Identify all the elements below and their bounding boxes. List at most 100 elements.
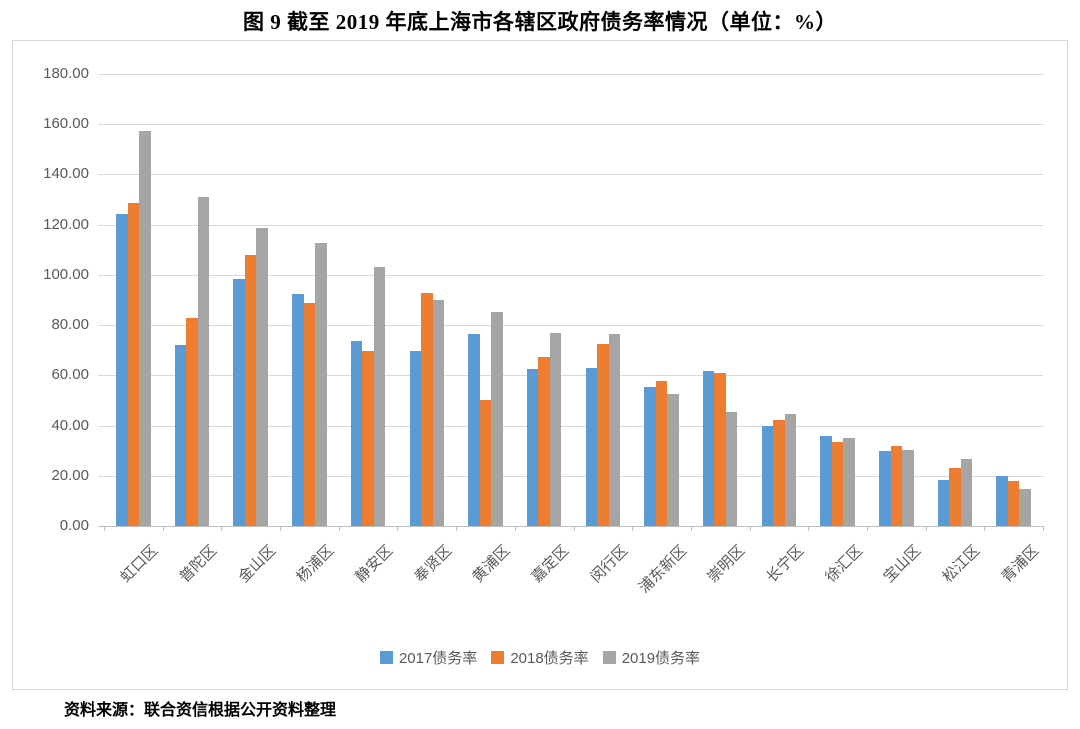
bar-2019债务率-虹口区 (139, 131, 151, 526)
bar-2017债务率-松江区 (937, 479, 950, 526)
bar-group-杨浦区 (280, 74, 339, 526)
bar-2019债务率-青浦区 (1019, 488, 1031, 526)
bar-group-浦东新区 (632, 74, 691, 526)
x-tick-mark (456, 526, 458, 531)
bar-2019债务率-浦东新区 (667, 394, 679, 526)
bar-2017债务率-崇明区 (702, 371, 715, 526)
bar-group-宝山区 (867, 74, 926, 526)
bar-2019债务率-崇明区 (725, 412, 738, 526)
y-tick-label: 80.00 (51, 316, 89, 334)
x-axis-label-青浦区: 青浦区 (997, 542, 1042, 586)
bar-2018债务率-闵行区 (597, 344, 609, 526)
bar-2017债务率-浦东新区 (644, 387, 656, 526)
legend-swatch-icon (491, 651, 505, 664)
bar-2017债务率-徐汇区 (820, 436, 832, 526)
bar-group-嘉定区 (515, 74, 574, 526)
bar-2018债务率-虹口区 (127, 202, 140, 526)
x-axis-label-长宁区: 长宁区 (763, 542, 808, 586)
gridline (98, 174, 1043, 176)
x-axis-label-杨浦区: 杨浦区 (293, 542, 338, 586)
bar-2017债务率-宝山区 (879, 451, 891, 526)
x-axis-label-浦东新区: 浦东新区 (635, 542, 690, 597)
bar-2017债务率-普陀区 (174, 345, 187, 526)
bar-2019债务率-金山区 (256, 227, 268, 526)
y-tick-label: 140.00 (43, 165, 89, 183)
gridline (98, 274, 1043, 276)
bar-2017债务率-闵行区 (585, 368, 598, 526)
y-tick-label: 40.00 (51, 416, 89, 434)
bar-2019债务率-松江区 (960, 458, 973, 526)
x-tick-mark (925, 526, 927, 531)
bar-2017债务率-虹口区 (116, 213, 128, 526)
bar-2019债务率-静安区 (373, 266, 386, 526)
bar-group-黄浦区 (456, 74, 515, 526)
x-tick-mark (866, 526, 868, 531)
x-tick-mark (632, 526, 634, 531)
bar-2017债务率-嘉定区 (526, 369, 539, 526)
bar-2018债务率-杨浦区 (303, 302, 316, 526)
y-tick-label: 180.00 (43, 65, 89, 82)
chart-frame: 180.00 160.00 140.00 120.00 100.00 80.00 60.00… (12, 40, 1068, 690)
bar-2018债务率-松江区 (949, 467, 961, 526)
x-axis-label-崇明区: 崇明区 (704, 542, 749, 586)
bar-2018债务率-崇明区 (714, 372, 726, 526)
bar-group-崇明区 (691, 74, 750, 526)
bar-groups (104, 74, 1043, 526)
x-tick-mark (749, 526, 751, 531)
x-axis-label-虹口区: 虹口区 (117, 542, 162, 586)
gridline (98, 74, 1043, 75)
legend-item-2018债务率: 2018债务率 (491, 647, 589, 668)
x-axis-label-闵行区: 闵行区 (587, 542, 631, 586)
x-axis-label-奉贤区: 奉贤区 (411, 542, 455, 586)
bar-2018债务率-宝山区 (890, 445, 903, 526)
legend-label: 2019债务率 (621, 650, 701, 667)
x-tick-mark (104, 526, 105, 531)
x-axis-ticks (104, 526, 1044, 532)
bar-2018债务率-黄浦区 (479, 399, 492, 526)
x-axis-label-徐汇区: 徐汇区 (821, 542, 866, 586)
bar-2017债务率-青浦区 (996, 475, 1008, 526)
bar-2019债务率-徐汇区 (843, 438, 855, 526)
y-tick-label: 100.00 (43, 265, 89, 283)
bar-2019债务率-宝山区 (902, 450, 914, 526)
x-tick-mark (690, 526, 692, 531)
gridline (98, 325, 1043, 327)
bar-group-普陀区 (163, 74, 222, 526)
bar-2017债务率-静安区 (350, 340, 363, 526)
bar-group-闵行区 (574, 74, 633, 526)
x-tick-mark (1043, 526, 1044, 531)
bar-group-奉贤区 (397, 74, 456, 526)
chart-title: 图 9 截至 2019 年底上海市各辖区政府债务率情况（单位：%） (243, 10, 837, 34)
x-axis-label-黄浦区: 黄浦区 (469, 542, 514, 586)
bar-2018债务率-浦东新区 (655, 381, 668, 526)
x-tick-mark (984, 526, 986, 531)
legend-item-2017债务率: 2017债务率 (379, 647, 477, 668)
gridline (98, 375, 1043, 377)
bar-group-金山区 (221, 74, 280, 526)
bar-2019债务率-普陀区 (197, 197, 210, 526)
x-tick-mark (397, 526, 399, 531)
x-tick-mark (162, 526, 164, 531)
bar-2017债务率-黄浦区 (468, 333, 480, 526)
bar-2018债务率-普陀区 (186, 317, 198, 526)
y-axis: 180.00 160.00 140.00 120.00 100.00 80.00 60.00… (13, 65, 89, 534)
x-tick-mark (338, 526, 340, 531)
bar-2019债务率-奉贤区 (432, 300, 445, 526)
x-axis-label-金山区: 金山区 (235, 542, 279, 586)
x-axis-label-嘉定区: 嘉定区 (528, 542, 573, 586)
bar-2018债务率-徐汇区 (831, 442, 844, 526)
x-tick-mark (221, 526, 223, 531)
y-tick-label: 20.00 (51, 466, 89, 484)
y-tick-label: 120.00 (43, 215, 89, 233)
bar-2018债务率-金山区 (244, 254, 257, 526)
legend-swatch-icon (379, 651, 393, 664)
gridline (98, 425, 1043, 427)
bar-2019债务率-闵行区 (608, 333, 621, 526)
x-tick-mark (573, 526, 575, 531)
bar-group-徐汇区 (808, 74, 867, 526)
bar-2018债务率-奉贤区 (421, 293, 433, 526)
plot-area (98, 74, 1044, 531)
bar-2017债务率-金山区 (233, 278, 245, 526)
bar-group-松江区 (926, 74, 985, 526)
legend-item-2019债务率: 2019债务率 (602, 647, 701, 668)
